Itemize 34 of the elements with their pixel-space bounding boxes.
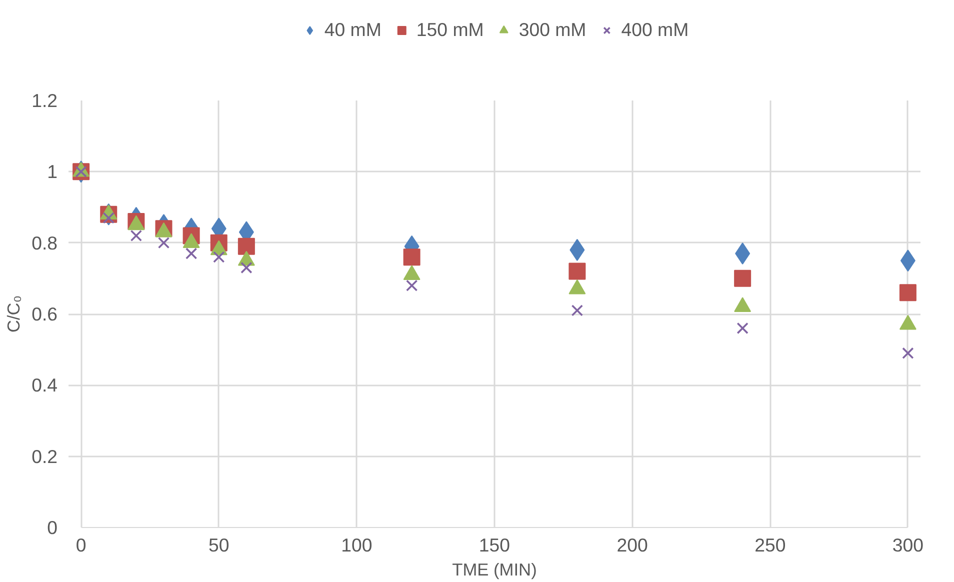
x-axis-title: TME (MIN) [452, 560, 537, 580]
point [736, 322, 748, 334]
x-tick-label: 250 [754, 534, 786, 556]
y-tick-label: 0.2 [32, 446, 58, 467]
legend-label: 400 mM [621, 19, 689, 41]
legend-label: 40 mM [324, 19, 382, 41]
point [130, 230, 142, 242]
x-tick-label: 300 [892, 534, 924, 556]
y-axis-title: C/C₀ [4, 295, 24, 333]
point [902, 347, 914, 359]
point [158, 236, 170, 249]
legend-label: 300 mM [518, 19, 586, 41]
point [238, 238, 255, 255]
point [185, 248, 198, 260]
point [240, 262, 252, 274]
y-tick-label: 1 [47, 161, 58, 182]
point [406, 280, 418, 292]
x-tick-label: 50 [208, 534, 230, 556]
point [571, 304, 584, 316]
point [899, 284, 916, 302]
y-tick-label: 0.8 [32, 232, 58, 254]
point [403, 248, 420, 266]
x-tick-label: 100 [341, 534, 372, 556]
y-tick-label: 0.6 [32, 304, 58, 324]
y-tick-label: 1.2 [32, 90, 58, 111]
y-tick-label: 0.4 [32, 374, 58, 396]
point [734, 270, 752, 287]
x-tick-label: 150 [478, 534, 510, 556]
x-tick-label: 0 [76, 534, 86, 556]
x-tick-label: 200 [616, 534, 648, 556]
legend-label: 150 mM [416, 19, 484, 41]
y-tick-label: 0 [47, 517, 58, 538]
point [568, 262, 586, 280]
point [213, 251, 225, 263]
